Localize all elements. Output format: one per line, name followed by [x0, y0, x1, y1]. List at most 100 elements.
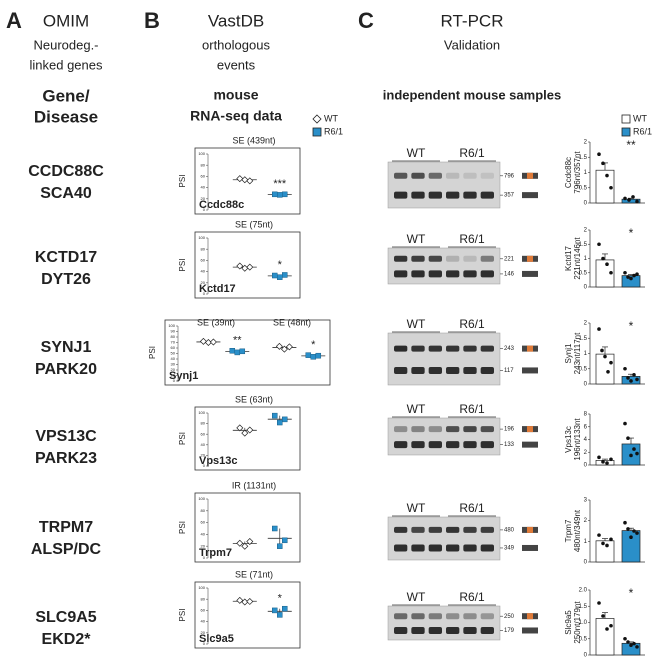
data-point [609, 623, 613, 628]
gel-band [411, 613, 425, 620]
gel-band [411, 526, 425, 533]
gene-name: CCDC88C [28, 163, 104, 180]
panel-letter: B [144, 8, 160, 33]
gel-band [463, 172, 477, 179]
data-point [632, 373, 636, 377]
y-tick-label: 60 [201, 257, 206, 262]
group-label: WT [407, 317, 426, 331]
gene-name: VPS13C [35, 428, 97, 445]
gel-band [446, 626, 460, 634]
y-tick-label: 20 [201, 543, 206, 548]
y-tick-label: 60 [201, 431, 206, 436]
data-point [635, 645, 639, 649]
y-tick-label: 4 [584, 437, 588, 443]
y-tick-label: 0 [203, 207, 206, 212]
y-axis-label: 196nt/133nt [573, 418, 582, 461]
gel-band [480, 441, 494, 449]
data-point [236, 596, 244, 604]
gel-band [394, 613, 408, 620]
gel-band [446, 526, 460, 533]
y-tick-label: 100 [198, 410, 205, 415]
gel-band [463, 191, 477, 199]
exon-icon [527, 613, 533, 620]
data-point [246, 597, 254, 605]
data-point [246, 263, 254, 271]
significance: * [278, 593, 283, 605]
data-point [246, 426, 254, 434]
legend-label: R6/1 [324, 126, 343, 136]
gel-band [428, 544, 442, 552]
data-point [606, 370, 610, 374]
data-point [629, 276, 633, 281]
data-point [635, 451, 639, 456]
y-tick-label: 3 [584, 498, 588, 504]
y-tick-label: 6 [584, 424, 588, 430]
exon-icon [527, 345, 533, 352]
data-point [626, 527, 630, 531]
gel-band [428, 255, 442, 262]
data-point [282, 605, 288, 612]
gel-band [411, 626, 425, 634]
data-point [627, 198, 631, 202]
gene-name: TRPM7 [39, 519, 93, 536]
group-label: WT [407, 501, 426, 515]
y-tick-label: 0 [584, 382, 588, 388]
exon-icon [527, 255, 533, 262]
gel-band [411, 366, 425, 374]
disease-name: PARK20 [35, 361, 97, 378]
band-label: 179 [504, 628, 515, 634]
gel-band [394, 345, 408, 352]
data-point [629, 535, 633, 539]
y-tick-label: 1 [584, 170, 588, 176]
data-point [605, 627, 609, 631]
data-point [199, 337, 207, 345]
gel-band [480, 526, 494, 533]
gene-label: Vps13c [199, 455, 238, 467]
gel-band [394, 626, 408, 634]
event-label: SE (75nt) [235, 219, 273, 229]
gene-name: SYNJ1 [41, 339, 92, 356]
y-tick-label: 10 [171, 373, 176, 378]
y-tick-label: 0.5 [579, 636, 588, 642]
gel-band [446, 345, 460, 352]
event-label: SE (63nt) [235, 394, 273, 404]
gel-band [411, 172, 425, 179]
data-point [623, 520, 627, 525]
data-point [282, 537, 288, 544]
gel-band [411, 426, 425, 433]
disease-name: SCA40 [40, 185, 92, 202]
data-point [623, 270, 627, 275]
band-label: 221 [504, 256, 515, 262]
group-label: R6/1 [459, 402, 485, 416]
y-tick-label: 20 [201, 452, 206, 457]
y-tick-label: 0.5 [579, 185, 588, 191]
bar [621, 530, 641, 563]
gel [387, 516, 501, 561]
data-point [626, 376, 630, 380]
panel-title: VastDB [208, 11, 264, 30]
gel-band [463, 441, 477, 449]
gel-band [394, 270, 408, 278]
y-tick-label: 0.5 [579, 270, 588, 276]
data-point [632, 447, 636, 451]
data-point [609, 360, 613, 365]
data-point [597, 152, 601, 156]
band-icon [522, 627, 538, 634]
gel-band [480, 626, 494, 634]
data-point [275, 342, 283, 350]
legend-swatch [312, 114, 322, 124]
event-label: SE (439nt) [232, 135, 275, 145]
gel-band [446, 255, 460, 262]
gene-name: SLC9A5 [35, 609, 96, 626]
y-tick-label: 100 [198, 235, 205, 240]
plot-frame [194, 581, 301, 649]
gene-header: Gene/ [42, 86, 90, 105]
y-tick-label: 80 [201, 508, 206, 513]
y-tick-label: 30 [171, 362, 176, 367]
y-tick-label: 100 [198, 151, 205, 156]
data-point [277, 274, 283, 280]
y-tick-label: 90 [171, 329, 176, 334]
y-tick-label: 2 [584, 228, 588, 234]
gel-band [428, 345, 442, 352]
